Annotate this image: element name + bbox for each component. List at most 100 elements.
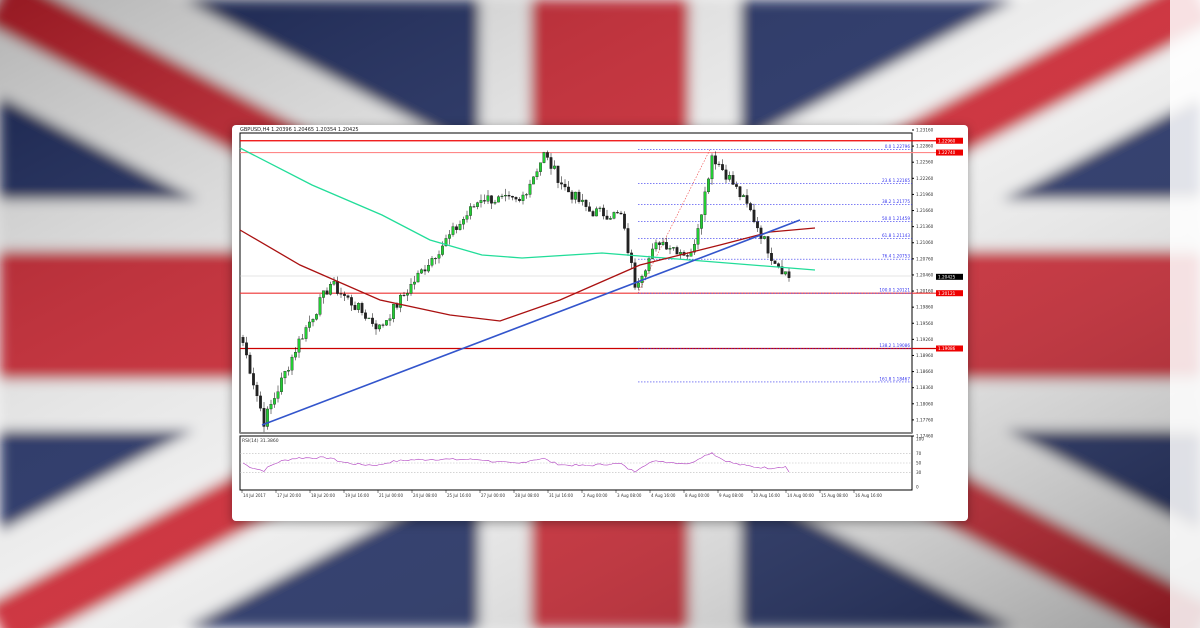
time-label: 28 Jul 08:00 [515,493,539,498]
candle-body [262,408,266,427]
candle-body [696,228,700,245]
candle-body [532,176,535,185]
candle-body [563,183,567,188]
candle-body [714,155,717,165]
candle-body [658,242,661,245]
candle-body [777,263,780,267]
candle-body [542,152,546,163]
time-label: 4 Aug 16:00 [651,493,676,498]
candle-body [535,171,539,178]
level-price-label: 1.22960 [938,138,956,143]
candle-body [357,303,360,310]
candle-body [476,202,479,207]
candle-body [301,338,304,340]
current-price-tag [936,273,963,280]
candle-body [553,165,556,169]
fibonacci-label: 100.0 1.20121 [879,288,910,293]
candle-body [612,212,616,219]
candle-body [759,227,763,239]
candle-body [332,281,336,285]
candle-body [423,269,427,272]
rsi-tick-label: 30 [916,470,922,475]
candle-body [339,293,343,295]
candle-body [276,391,280,399]
candle-body [581,199,584,202]
candle-body [315,314,318,320]
fibonacci-label: 38.2 1.21775 [882,199,910,204]
candle-body [364,312,367,319]
time-label: 10 Aug 16:00 [753,493,780,498]
price-tick-label: 1.22560 [916,160,934,165]
time-label: 16 Aug 16:00 [855,493,882,498]
candle-body [479,200,483,203]
time-label: 24 Jul 08:00 [413,493,437,498]
time-label: 2 Aug 00:00 [583,493,608,498]
candle-body [518,198,521,201]
candle-body [427,265,430,272]
candle-body [731,175,735,185]
candle-body [343,293,346,296]
candle-body [367,317,371,319]
candle-body [700,214,703,229]
candle-body [245,342,248,356]
candle-body [441,245,444,255]
candle-body [686,255,689,257]
candle-body [241,337,245,343]
candle-body [644,270,647,277]
candle-body [511,195,514,198]
time-label: 9 Aug 08:00 [719,493,744,498]
price-tick-label: 1.18660 [916,369,934,374]
candle-body [745,195,749,204]
candle-body [546,152,549,158]
candle-body [675,247,679,255]
candle-body [430,258,434,266]
candle-body [493,201,497,204]
candle-body [311,319,315,323]
candle-body [710,155,714,180]
candle-body [602,207,605,217]
trendline [261,219,801,426]
rsi-tick-label: 50 [916,461,922,466]
candle-body [437,254,441,259]
candle-body [325,290,329,295]
fibonacci-label: 138.2 1.19086 [879,343,910,348]
candle-body [749,203,752,211]
level-price-label: 1.22740 [938,150,956,155]
candle-body [336,281,339,294]
price-tick-label: 1.22860 [916,144,934,149]
candle-body [472,206,476,208]
candle-body [462,219,465,225]
price-tick-label: 1.19860 [916,305,934,310]
price-tick-label: 1.21960 [916,192,934,197]
candle-body [353,305,357,310]
price-chart[interactable]: 1.23160 1.22860 1.22560 1.22260 1.21960 1.216… [232,125,968,521]
candle-body [255,384,259,397]
candle-body [651,248,654,259]
symbol-header: GBPUSD,H4 1.20396 1.20465 1.20354 1.2042… [240,127,359,133]
candle-body [539,162,542,172]
candle-body [728,175,731,180]
candle-body [626,228,630,254]
price-tick-label: 1.18360 [916,385,934,390]
candle-body [308,321,311,328]
time-label: 27 Jul 00:00 [481,493,505,498]
candle-body [283,371,287,379]
time-label: 21 Jul 00:00 [379,493,403,498]
candle-body [665,242,668,250]
candle-body [280,377,283,392]
current-price-label: 1.20425 [938,274,956,279]
candle-body [605,215,609,220]
candle-body [371,317,374,324]
candle-body [455,226,458,230]
time-label: 8 Aug 00:00 [685,493,710,498]
candle-body [770,253,773,261]
candle-body [297,338,301,353]
price-tick-label: 1.21060 [916,240,934,245]
candle-body [392,303,395,319]
candle-body [584,199,588,207]
candle-body [598,207,602,209]
candle-body [619,212,623,215]
candle-body [507,195,511,197]
candle-body [500,195,504,197]
rsi-tick-label: 0 [916,485,919,490]
